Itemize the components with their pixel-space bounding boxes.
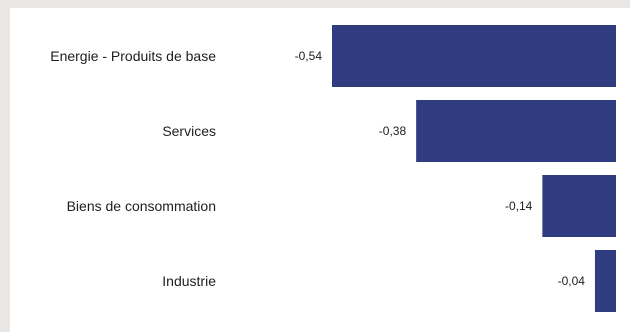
value-label: -0,04 [558,274,586,288]
value-label: -0,54 [295,49,323,63]
value-label: -0,14 [505,199,533,213]
bar [416,100,616,162]
bar [332,25,616,87]
bar-chart: Energie - Produits de base -0,54 Services -… [50,25,616,312]
bar [594,250,616,312]
value-label: -0,38 [379,124,407,138]
category-label: Industrie [162,273,216,289]
category-label: Energie - Produits de base [50,48,216,64]
chart-panel: Energie - Produits de base -0,54 Services -… [10,8,630,332]
category-label: Services [162,123,216,139]
category-label: Biens de consommation [67,198,216,214]
bar [542,175,616,237]
